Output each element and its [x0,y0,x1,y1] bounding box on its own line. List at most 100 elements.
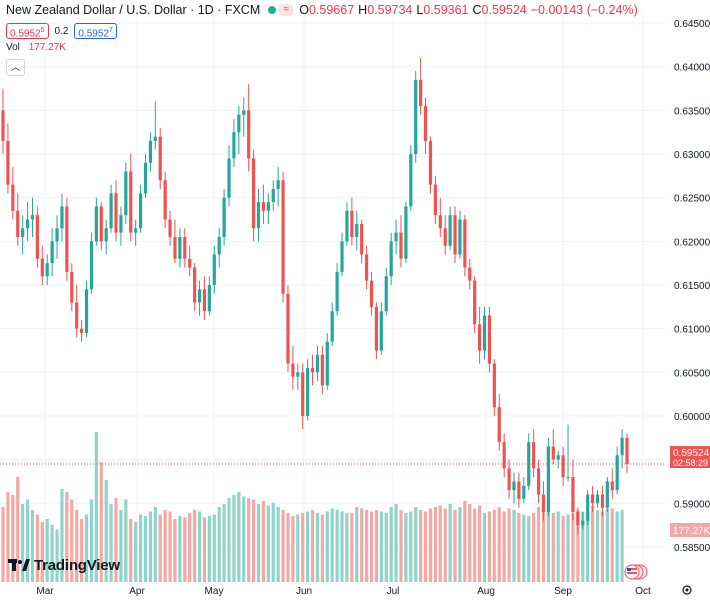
candle-body [428,140,433,185]
volume-bar [532,513,536,582]
volume-bar [468,504,472,582]
volume-bar [600,511,605,582]
candle-body [404,206,408,259]
candle-body [571,477,575,512]
volume-bar [143,516,148,582]
candle-body [320,354,324,386]
volume-bar [581,511,585,582]
volume-bar [335,510,339,582]
candle-body [84,289,89,334]
symbol-legend[interactable]: New Zealand Dollar / U.S. Dollar · 1D · … [0,0,642,20]
candle-body [586,494,590,521]
sell-button[interactable]: 0.59525 [6,23,49,39]
open-label: O [299,3,309,17]
volume-value: 177.27K [28,42,66,53]
volume-bar [502,511,506,582]
volume-bar [546,508,550,582]
price-tick-label: 0.62500 [674,194,710,205]
volume-bar [138,514,143,582]
volume-bar [148,511,152,582]
volume-bar [168,511,172,582]
volume-bar [463,501,467,582]
volume-bar [517,513,521,582]
volume-bar [119,510,123,582]
volume-bar [438,505,442,582]
price-tick-label: 0.60500 [674,368,710,379]
candle-body [296,372,300,377]
price-tick-label: 0.64500 [674,19,710,30]
volume-bar [458,507,462,582]
chevron-up-icon: ︿ [10,62,20,72]
time-tick-label: Sep [554,586,572,597]
volume-bar [188,513,192,582]
candle-body [119,215,123,233]
volume-bar [492,510,496,582]
candle-body [497,407,501,443]
candle-body [266,202,270,211]
volume-bar [286,513,290,582]
candle-body [276,180,280,189]
volume-bar [35,514,39,582]
candle-body [620,437,624,456]
candle-body [551,446,555,460]
volume-bar [369,511,374,582]
volume-bar [399,510,403,582]
volume-bar [232,495,236,582]
candle-body [438,215,442,229]
volume-bar [251,499,256,582]
candle-body [615,455,619,491]
volume-bar [183,517,187,582]
price-tick-label: 0.63500 [674,106,710,117]
market-open-icon [268,6,277,14]
candle-body [143,162,148,194]
volume-bar [276,507,280,582]
candle-body [306,367,310,416]
candle-body [153,136,157,141]
volume-bar [556,511,560,582]
candle-body [6,140,10,185]
candle-body [394,232,398,242]
candle-body [65,206,69,272]
settings-gear-icon[interactable] [681,584,693,596]
volume-bar [345,513,349,582]
candle-body [158,136,162,181]
volume-bar [50,525,54,582]
candle-body [605,481,609,508]
candle-body [202,289,207,312]
volume-bar [281,510,285,582]
candle-body [566,477,570,479]
volume-tag-label: 177.27K [673,526,710,537]
candle-body [242,110,246,115]
buy-button[interactable]: 0.59527 [74,23,117,39]
volume-bar [114,498,118,582]
candle-body [237,114,241,133]
tradingview-logo[interactable]: TradingView [8,557,120,574]
symbol-title[interactable]: New Zealand Dollar / U.S. Dollar · 1D · … [6,3,261,17]
volume-tag: 177.27K [670,523,710,537]
candle-body [541,494,546,512]
candle-body [360,223,364,255]
collapse-legend-button[interactable]: ︿ [6,59,25,76]
candle-body [374,306,379,351]
volume-bar [389,507,393,582]
candle-body [473,280,477,325]
candle-body [561,455,565,478]
volume-bar [355,507,359,582]
volume-bar [11,495,15,582]
price-scale[interactable]: 0.64500 0.64000 0.63500 0.63000 0.62500 0.620… [674,19,710,554]
volume-bar [414,507,418,582]
flag-events-icon[interactable] [624,564,648,580]
candle-body [173,236,177,259]
price-tick-label: 0.63000 [674,150,710,161]
candle-body [389,241,393,277]
volume-bar [571,513,575,582]
volume-bar [237,492,241,582]
candle-body [21,228,25,237]
candle-body [168,219,172,237]
volume-bar [404,513,408,582]
volume-legend[interactable]: Vol 177.27K [6,42,66,53]
time-scale[interactable]: Mar Apr May Jun Jul Aug Sep Oct [36,586,651,597]
candle-body [419,79,423,107]
